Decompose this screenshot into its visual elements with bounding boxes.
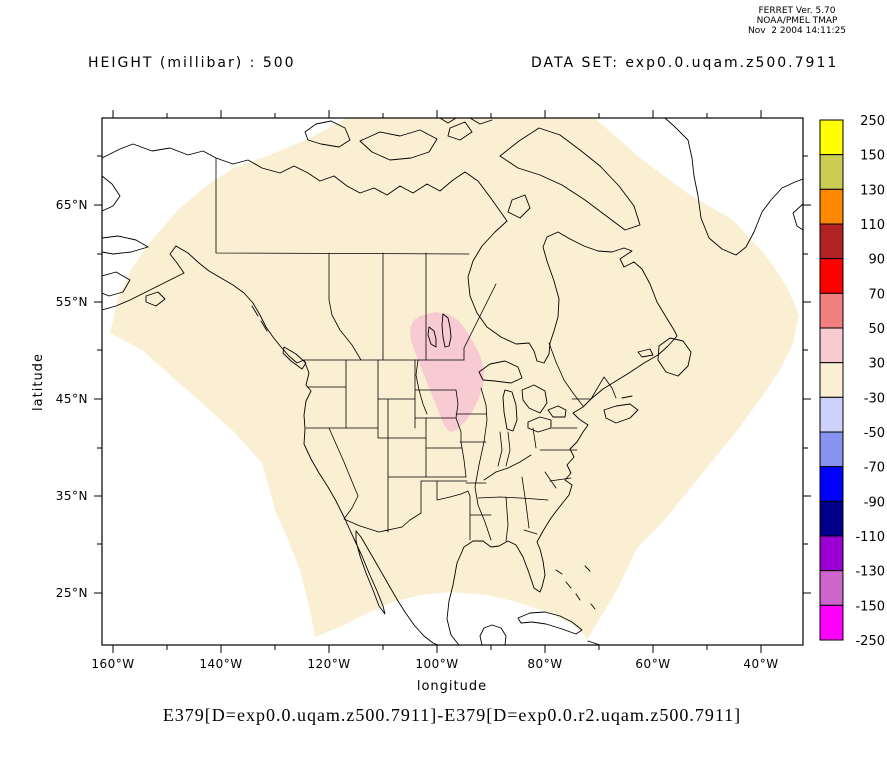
colorbar-label: 110 [860, 218, 885, 233]
lake-superior [478, 360, 523, 384]
greenland-coast [664, 118, 803, 256]
colorbar-label: 30 [868, 357, 885, 372]
colorbar-segment [819, 223, 844, 260]
coastline-pacific [102, 245, 439, 645]
y-tick-label: 65°N [56, 198, 88, 212]
coastlines [102, 118, 803, 645]
colorbar-segment [819, 327, 844, 364]
us-canada-border [303, 359, 617, 400]
x-tick-label: 140°W [199, 657, 242, 671]
colorbar-segment [819, 362, 844, 398]
colorbar-label: -150 [855, 599, 885, 614]
colorbar-label: 70 [868, 287, 885, 302]
y-axis-label: latitude [31, 353, 46, 411]
noaa-pmel-text: NOAA/PMEL TMAP [757, 16, 838, 26]
baffin-island [499, 127, 641, 231]
canada-province-borders [215, 157, 584, 407]
lake-michigan [502, 389, 518, 432]
coastline-alaska-west [102, 175, 149, 297]
colorbar-label: -30 [864, 391, 885, 406]
axis-ticks: 160°W 140°W 120°W 100°W 80°W 60°W 40°W 65°N 55°N… [56, 110, 811, 671]
colorbar-segment [819, 431, 844, 468]
lake-winnipeg [441, 313, 452, 348]
colorbar-segment [819, 154, 844, 190]
colorbar-segment [819, 258, 844, 294]
lake-ontario [547, 405, 567, 418]
colorbar-label: 90 [868, 253, 885, 268]
yucatan-coast [479, 624, 507, 645]
x-tick-label: 160°W [91, 657, 134, 671]
anomaly-region-fill [410, 312, 484, 432]
colorbar-segment [819, 570, 844, 606]
colorbar-segment [819, 396, 844, 433]
plot-frame [101, 117, 804, 646]
timestamp-text: Nov 2 2004 14:11:25 [748, 26, 846, 36]
us-state-borders-east [474, 387, 578, 542]
colorbar-segment [819, 604, 844, 641]
colorbar-label: -130 [855, 565, 885, 580]
vancouver-island [282, 346, 307, 370]
prince-edward-island [621, 395, 633, 399]
lake-erie [527, 416, 552, 433]
y-tick-label: 35°N [56, 489, 88, 503]
anticosti-island [637, 348, 654, 358]
coastline-arctic-atlantic [102, 143, 678, 645]
map-area [102, 118, 803, 645]
field-title: HEIGHT (millibar) : 500 [88, 55, 296, 71]
nova-scotia [603, 403, 639, 424]
x-tick-label: 80°W [527, 657, 562, 671]
cuba-island [517, 611, 583, 635]
ferret-version-text: FERRET Ver. 5.70 [758, 6, 835, 16]
southampton-island [507, 194, 531, 219]
colorbar-label: -90 [864, 495, 885, 510]
prince-of-wales-island [447, 121, 473, 141]
colorbar-label: 150 [860, 149, 885, 164]
lake-huron [521, 384, 548, 414]
colorbar-label: -50 [864, 426, 885, 441]
panhandle-islands [251, 305, 268, 332]
banks-island [304, 120, 351, 148]
x-tick-label: 100°W [415, 657, 458, 671]
colorbar-label: -70 [864, 461, 885, 476]
arctic-islets [439, 118, 493, 125]
dataset-title: DATA SET: exp0.0.uqam.z500.7911 [531, 55, 838, 71]
political-borders [215, 157, 617, 542]
colorbar-segment [819, 466, 844, 502]
colorbar-segment [819, 535, 844, 572]
x-axis-label: longitude [417, 679, 487, 694]
kodiak-island [145, 291, 166, 307]
us-state-borders-west [305, 359, 467, 533]
y-tick-label: 55°N [56, 295, 88, 309]
colorbar: 250 150 130 110 90 70 50 30 -30 -50 -70 -90 -110 -130… [819, 114, 885, 649]
colorbar-label: -250 [855, 634, 885, 649]
victoria-island [359, 129, 438, 161]
colorbar-segment [819, 292, 844, 329]
x-tick-label: 60°W [635, 657, 670, 671]
bahamas-islands [555, 565, 601, 645]
newfoundland-island [657, 337, 692, 377]
colorbar-label: 50 [868, 322, 885, 337]
lake-manitoba [427, 326, 437, 348]
y-tick-label: 45°N [56, 392, 88, 406]
x-tick-label: 120°W [307, 657, 350, 671]
colorbar-segment [819, 500, 844, 537]
lakes [427, 313, 567, 433]
x-tick-label: 40°W [743, 657, 778, 671]
expression-caption: E379[D=exp0.0.uqam.z500.7911]-E379[D=exp… [163, 705, 741, 725]
colorbar-segment [819, 119, 844, 156]
y-tick-label: 25°N [56, 586, 88, 600]
colorbar-label: 130 [860, 183, 885, 198]
colorbar-label: -110 [855, 530, 885, 545]
colorbar-label: 250 [860, 114, 885, 129]
colorbar-segment [819, 188, 844, 225]
